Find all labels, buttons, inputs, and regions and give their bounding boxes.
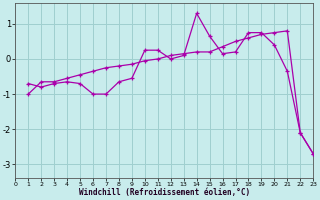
X-axis label: Windchill (Refroidissement éolien,°C): Windchill (Refroidissement éolien,°C) — [79, 188, 250, 197]
